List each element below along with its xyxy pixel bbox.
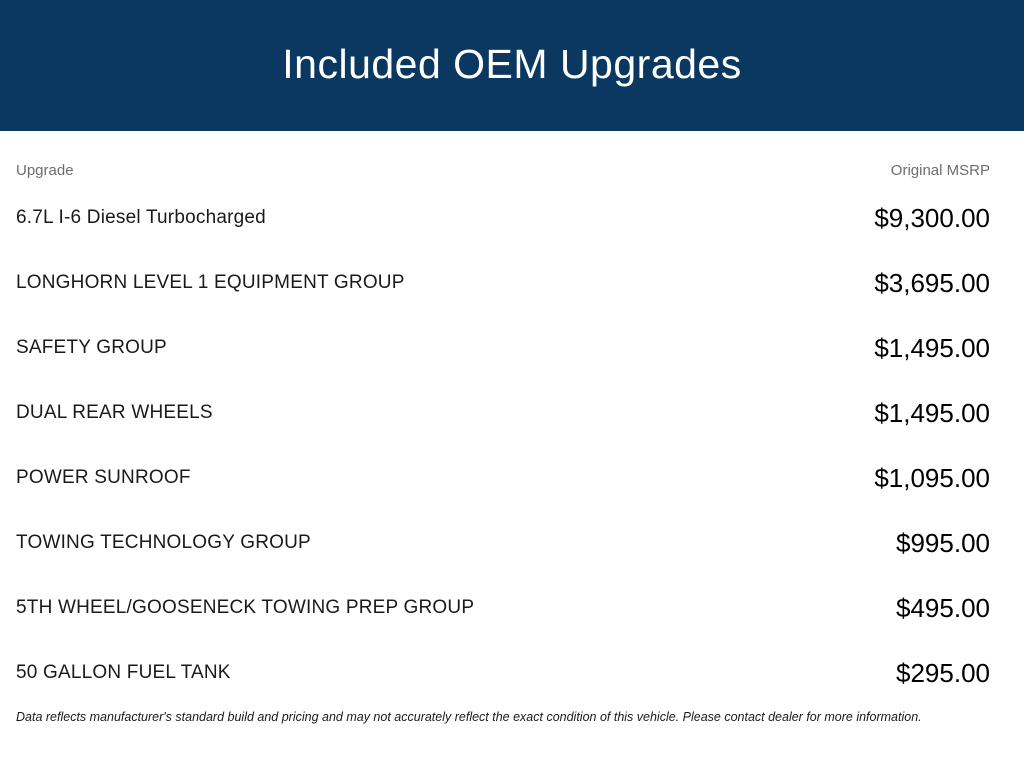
- upgrade-name: POWER SUNROOF: [16, 467, 191, 488]
- table-column-headers: Upgrade Original MSRP: [16, 161, 990, 179]
- upgrade-name: TOWING TECHNOLOGY GROUP: [16, 532, 311, 553]
- upgrade-name: SAFETY GROUP: [16, 337, 167, 358]
- table-row: 5TH WHEEL/GOOSENECK TOWING PREP GROUP $4…: [16, 575, 990, 640]
- column-header-original-msrp: Original MSRP: [890, 161, 990, 179]
- upgrade-name: 50 GALLON FUEL TANK: [16, 662, 231, 683]
- table-row: POWER SUNROOF $1,095.00: [16, 445, 990, 510]
- upgrade-name: LONGHORN LEVEL 1 EQUIPMENT GROUP: [16, 272, 405, 293]
- upgrade-price: $1,095.00: [874, 462, 990, 493]
- table-row: LONGHORN LEVEL 1 EQUIPMENT GROUP $3,695.…: [16, 250, 990, 315]
- upgrade-price: $1,495.00: [874, 332, 990, 363]
- table-rows: 6.7L I-6 Diesel Turbocharged $9,300.00 L…: [16, 185, 990, 705]
- upgrade-price: $295.00: [896, 657, 990, 688]
- upgrade-price: $3,695.00: [874, 267, 990, 298]
- upgrade-price: $9,300.00: [874, 202, 990, 233]
- upgrade-name: 5TH WHEEL/GOOSENECK TOWING PREP GROUP: [16, 597, 475, 618]
- page-title: Included OEM Upgrades: [282, 41, 742, 87]
- table-row: 6.7L I-6 Diesel Turbocharged $9,300.00: [16, 185, 990, 250]
- column-header-upgrade: Upgrade: [16, 161, 74, 179]
- table-row: DUAL REAR WHEELS $1,495.00: [16, 380, 990, 445]
- upgrade-price: $1,495.00: [874, 397, 990, 428]
- disclaimer-text: Data reflects manufacturer's standard bu…: [16, 710, 922, 724]
- upgrades-table: Upgrade Original MSRP 6.7L I-6 Diesel Tu…: [0, 131, 1024, 768]
- table-row: SAFETY GROUP $1,495.00: [16, 315, 990, 380]
- table-row: 50 GALLON FUEL TANK $295.00: [16, 640, 990, 705]
- upgrade-price: $995.00: [896, 527, 990, 558]
- header-banner: Included OEM Upgrades: [0, 0, 1024, 131]
- upgrade-name: 6.7L I-6 Diesel Turbocharged: [16, 207, 266, 228]
- table-row: TOWING TECHNOLOGY GROUP $995.00: [16, 510, 990, 575]
- upgrade-name: DUAL REAR WHEELS: [16, 402, 213, 423]
- upgrade-price: $495.00: [896, 592, 990, 623]
